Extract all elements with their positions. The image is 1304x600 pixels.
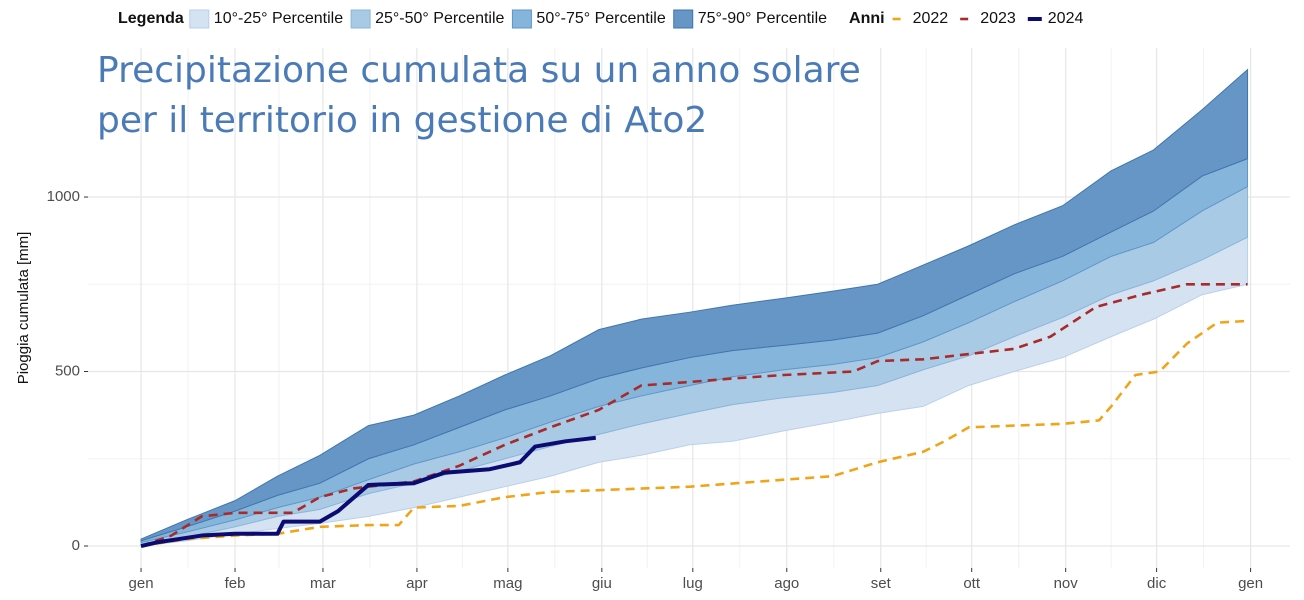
x-tick-label: feb xyxy=(225,575,246,592)
x-tick-label: apr xyxy=(406,575,428,592)
x-tick-label: mag xyxy=(493,575,522,592)
y-tick-label: 500 xyxy=(55,362,80,379)
legend-title: Anni xyxy=(849,10,885,27)
x-tick-label: giu xyxy=(592,575,612,592)
x-tick-label: nov xyxy=(1054,575,1079,592)
legend-title: Legenda xyxy=(118,10,184,27)
legend-label: 50°-75° Percentile xyxy=(536,10,665,27)
percentile-band xyxy=(140,68,1249,542)
legend-label: 25°-50° Percentile xyxy=(375,10,504,27)
chart-title-line: Precipitazione cumulata su un anno solar… xyxy=(97,50,861,91)
y-axis-label: Pioggia cumulata [mm] xyxy=(15,232,32,385)
legend-swatch xyxy=(350,9,371,29)
axes: 0 500 1000 gen feb mar apr mag giu lug ago set ott no… xyxy=(47,188,1263,592)
x-tick-label: ago xyxy=(774,575,799,592)
year-lines xyxy=(140,282,1248,548)
legend-swatch xyxy=(511,9,532,29)
x-tick-label: gen xyxy=(1238,575,1263,592)
x-tick-label: lug xyxy=(683,575,703,592)
legend-swatch xyxy=(189,9,210,29)
x-tick-label: dic xyxy=(1147,575,1167,592)
y-tick-label: 0 xyxy=(72,537,80,554)
year-line xyxy=(140,319,1248,548)
x-tick-label: set xyxy=(871,575,892,592)
legend-label: 2023 xyxy=(980,10,1016,27)
year-line xyxy=(140,435,597,548)
x-tick-label: ott xyxy=(963,575,981,592)
legend-swatch xyxy=(673,9,694,29)
year-line xyxy=(140,282,1248,548)
chart-title-line: per il territorio in gestione di Ato2 xyxy=(97,100,707,141)
x-tick-label: gen xyxy=(129,575,154,592)
legend-label: 10°-25° Percentile xyxy=(214,10,343,27)
y-tick-label: 1000 xyxy=(47,188,80,205)
legend: Legenda 10°-25° Percentile 25°-50° Percent… xyxy=(118,9,1084,29)
x-tick-label: mar xyxy=(310,575,336,592)
legend-label: 2024 xyxy=(1048,10,1084,27)
legend-label: 75°-90° Percentile xyxy=(698,10,827,27)
legend-label: 2022 xyxy=(913,10,949,27)
bands xyxy=(140,68,1249,547)
